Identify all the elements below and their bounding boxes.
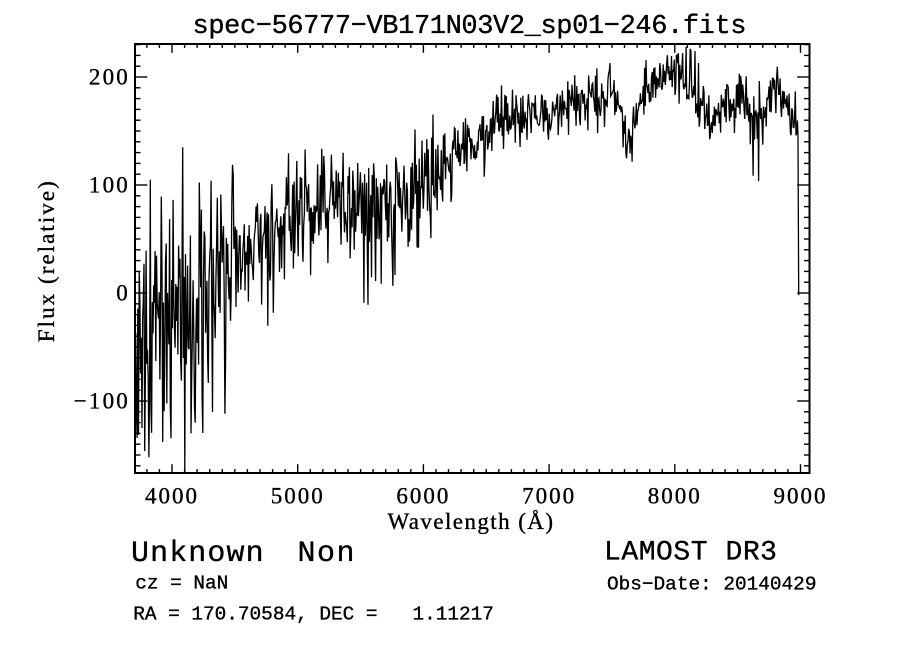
svg-text:Unknown: Unknown (131, 537, 265, 571)
svg-text:4000: 4000 (145, 484, 199, 509)
svg-text:RA = 170.70584, DEC = 1.1121: RA = 170.70584, DEC = 1.11217 (133, 604, 494, 626)
svg-text:Non: Non (298, 537, 357, 571)
svg-text:100: 100 (89, 173, 130, 198)
svg-text:Obs−Date: 20140429: Obs−Date: 20140429 (607, 573, 816, 595)
svg-text:8000: 8000 (648, 484, 702, 509)
svg-text:Wavelength (Å): Wavelength (Å) (388, 509, 554, 534)
svg-text:spec−56777−VB171N03V2_sp01−246: spec−56777−VB171N03V2_sp01−246.fits (193, 12, 747, 42)
svg-text:7000: 7000 (522, 484, 576, 509)
svg-text:0: 0 (116, 281, 130, 306)
svg-text:200: 200 (89, 65, 130, 90)
svg-text:6000: 6000 (396, 484, 450, 509)
svg-text:LAMOST DR3: LAMOST DR3 (604, 538, 778, 569)
svg-text:Flux (relative): Flux (relative) (34, 181, 59, 342)
svg-text:5000: 5000 (271, 484, 325, 509)
svg-text:9000: 9000 (774, 484, 828, 509)
svg-text:cz = NaN: cz = NaN (135, 572, 228, 594)
svg-text:−100: −100 (74, 389, 130, 414)
